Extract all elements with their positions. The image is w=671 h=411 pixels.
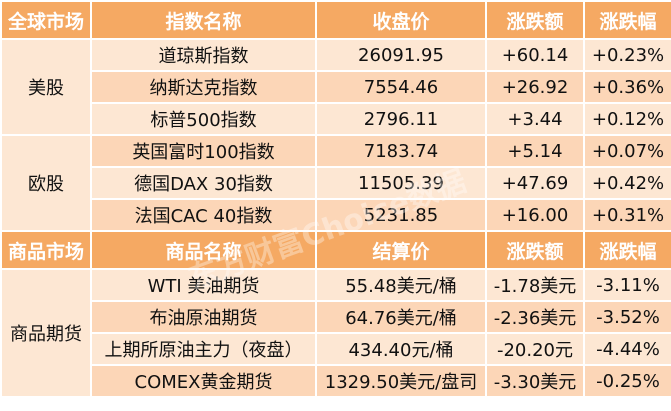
header-cell: 结算价 (315, 230, 487, 270)
header-cell: 涨跌幅 (583, 230, 671, 270)
commodity-name: WTI 美油期货 (90, 268, 317, 302)
table-row: 布油原油期货 64.76美元/桶 -2.36美元 -3.52% (1, 300, 671, 334)
change-percent: +0.42% (583, 166, 671, 200)
index-name: 道琼斯指数 (90, 38, 317, 72)
market-group-label: 欧股 (0, 134, 92, 232)
change-amount: +5.14 (485, 134, 585, 168)
change-percent: +0.12% (583, 102, 671, 136)
header-cell: 指数名称 (90, 0, 317, 40)
index-name: 法国CAC 40指数 (90, 198, 317, 232)
table-row: 商品期货 WTI 美油期货 55.48美元/桶 -1.78美元 -3.11% (0, 268, 671, 398)
table-row: 法国CAC 40指数 5231.85 +16.00 +0.31% (1, 198, 671, 232)
header-row-commodity: 商品市场 商品名称 结算价 涨跌额 涨跌幅 (0, 230, 671, 270)
change-amount: +3.44 (485, 102, 585, 136)
table-row: COMEX黄金期货 1329.50美元/盘司 -3.30美元 -0.25% (1, 364, 671, 398)
commodity-name: COMEX黄金期货 (90, 364, 317, 398)
change-amount: +26.92 (485, 70, 585, 104)
settle-price: 55.48美元/桶 (315, 268, 487, 302)
close-price: 11505.39 (315, 166, 487, 200)
change-percent: -4.44% (583, 332, 671, 366)
market-table: 全球市场 指数名称 收盘价 涨跌额 涨跌幅 美股 道琼斯指数 26091.95 … (0, 0, 671, 398)
header-cell: 全球市场 (0, 0, 92, 40)
index-name: 英国富时100指数 (90, 134, 317, 168)
change-amount: +47.69 (485, 166, 585, 200)
index-name: 德国DAX 30指数 (90, 166, 317, 200)
index-name: 标普500指数 (90, 102, 317, 136)
header-cell: 涨跌幅 (583, 0, 671, 40)
market-group-label: 商品期货 (0, 268, 92, 398)
header-row-global: 全球市场 指数名称 收盘价 涨跌额 涨跌幅 (0, 0, 671, 40)
close-price: 7183.74 (315, 134, 487, 168)
header-cell: 涨跌额 (485, 230, 585, 270)
header-cell: 收盘价 (315, 0, 487, 40)
settle-price: 434.40元/桶 (315, 332, 487, 366)
close-price: 5231.85 (315, 198, 487, 232)
header-cell: 商品名称 (90, 230, 317, 270)
change-amount: +16.00 (485, 198, 585, 232)
change-amount: -2.36美元 (485, 300, 585, 334)
close-price: 7554.46 (315, 70, 487, 104)
change-percent: +0.31% (583, 198, 671, 232)
header-cell: 涨跌额 (485, 0, 585, 40)
table-row: 德国DAX 30指数 11505.39 +47.69 +0.42% (1, 166, 671, 200)
change-percent: +0.07% (583, 134, 671, 168)
change-amount: -3.30美元 (485, 364, 585, 398)
settle-price: 1329.50美元/盘司 (315, 364, 487, 398)
index-name: 纳斯达克指数 (90, 70, 317, 104)
settle-price: 64.76美元/桶 (315, 300, 487, 334)
change-amount: -20.20元 (485, 332, 585, 366)
change-amount: +60.14 (485, 38, 585, 72)
commodity-name: 上期所原油主力（夜盘） (90, 332, 317, 366)
close-price: 2796.11 (315, 102, 487, 136)
close-price: 26091.95 (315, 38, 487, 72)
table-row: 上期所原油主力（夜盘） 434.40元/桶 -20.20元 -4.44% (1, 332, 671, 366)
header-cell: 商品市场 (0, 230, 92, 270)
change-amount: -1.78美元 (485, 268, 585, 302)
change-percent: +0.36% (583, 70, 671, 104)
market-group-label: 美股 (0, 38, 92, 136)
change-percent: +0.23% (583, 38, 671, 72)
change-percent: -3.52% (583, 300, 671, 334)
table-row: 标普500指数 2796.11 +3.44 +0.12% (1, 102, 671, 136)
table-row: 纳斯达克指数 7554.46 +26.92 +0.36% (1, 70, 671, 104)
table-row: 美股 道琼斯指数 26091.95 +60.14 +0.23% (0, 38, 671, 136)
commodity-name: 布油原油期货 (90, 300, 317, 334)
change-percent: -0.25% (583, 364, 671, 398)
table-row: 欧股 英国富时100指数 7183.74 +5.14 +0.07% (0, 134, 671, 232)
change-percent: -3.11% (583, 268, 671, 302)
